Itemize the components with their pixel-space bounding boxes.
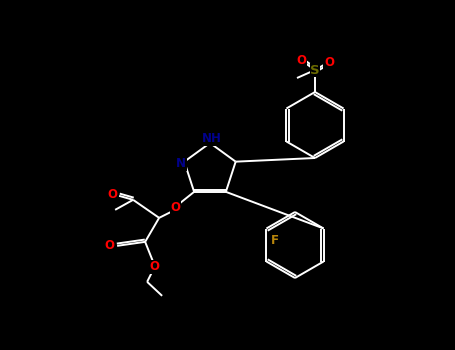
Text: O: O (104, 239, 114, 252)
Text: S: S (310, 63, 320, 77)
Text: N: N (177, 157, 186, 170)
Text: O: O (107, 188, 117, 201)
Text: O: O (296, 54, 306, 66)
Text: NH: NH (202, 133, 222, 146)
Text: O: O (324, 56, 334, 69)
Text: O: O (170, 201, 180, 214)
Text: O: O (149, 260, 159, 273)
Text: F: F (270, 234, 278, 247)
